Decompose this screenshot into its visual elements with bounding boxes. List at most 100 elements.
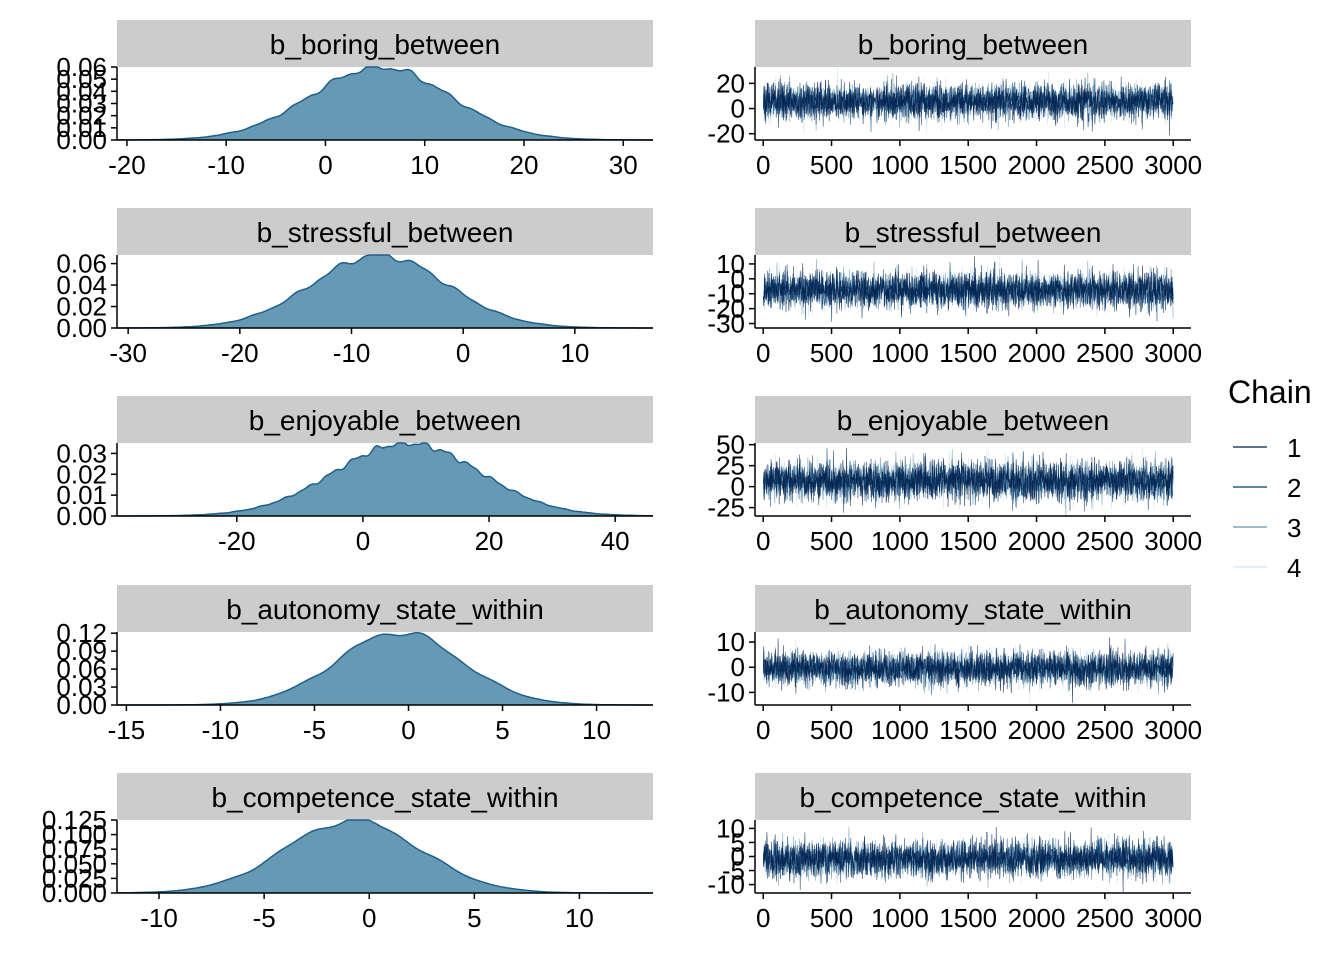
y-tick-label: 0.04 — [56, 76, 107, 106]
x-tick-label: -20 — [218, 526, 256, 556]
x-tick-label: 2500 — [1076, 715, 1134, 745]
y-tick-label: 0.02 — [56, 101, 107, 131]
trace-chain-1 — [763, 637, 1174, 703]
y-tick-label: 0.00 — [56, 501, 107, 531]
trace-panel-b-boring-between: b_boring_between 0 500 1000 1500 2000 2500 3000… — [707, 20, 1202, 180]
x-tick-label: -15 — [108, 715, 146, 745]
x-tick-label: 2000 — [1008, 338, 1066, 368]
y-tick-label: 10 — [716, 249, 745, 279]
y-tick-label: -10 — [707, 279, 745, 309]
density-line — [117, 442, 654, 517]
x-tick-label: 5 — [495, 715, 509, 745]
x-tick-label: 500 — [810, 150, 853, 180]
strip-title: b_boring_between — [270, 29, 500, 60]
y-tick-label: 0.100 — [42, 820, 107, 850]
x-tick-label: 1500 — [939, 150, 997, 180]
density-panel-b-competence-state-within: b_competence_state_within-10 -5 0 5 100.0000… — [42, 773, 653, 933]
y-tick-label: 0.12 — [56, 618, 107, 648]
legend-label-chain-1: 1 — [1287, 433, 1301, 463]
x-tick-label: 40 — [601, 526, 630, 556]
x-tick-label: 3000 — [1144, 338, 1202, 368]
strip-background — [755, 585, 1191, 632]
x-tick-label: 0 — [756, 526, 770, 556]
density-line — [117, 254, 653, 329]
y-tick-label: -10 — [707, 870, 745, 900]
x-tick-label: -10 — [207, 150, 245, 180]
x-tick-label: 1500 — [939, 338, 997, 368]
strip-title: b_competence_state_within — [799, 782, 1146, 813]
trace-chain-1 — [763, 256, 1174, 319]
strip-title: b_competence_state_within — [211, 782, 558, 813]
x-tick-label: 1000 — [871, 150, 929, 180]
y-tick-label: 50 — [716, 430, 745, 460]
x-tick-label: 0 — [756, 338, 770, 368]
y-tick-label: 0.025 — [42, 863, 107, 893]
y-tick-label: 0 — [731, 264, 745, 294]
strip-title: b_autonomy_state_within — [226, 594, 544, 625]
x-tick-label: 0 — [756, 903, 770, 933]
y-tick-label: 25 — [716, 451, 745, 481]
density-panel-b-boring-between: b_boring_between-20 -10 0 10 20 300.000.010.0… — [56, 20, 653, 180]
density-panel-b-autonomy-state-within: b_autonomy_state_within-15 -10 -5 0 5 100.000… — [56, 585, 653, 745]
x-tick-label: 1000 — [871, 903, 929, 933]
plot-area — [763, 254, 1174, 322]
y-tick-label: 0.02 — [56, 292, 107, 322]
x-tick-label: 0 — [756, 715, 770, 745]
x-tick-label: -10 — [333, 338, 371, 368]
x-tick-label: 10 — [560, 338, 589, 368]
y-tick-label: 0.06 — [56, 52, 107, 82]
y-tick-label: 0.03 — [56, 89, 107, 119]
y-tick-label: -30 — [707, 309, 745, 339]
strip-title: b_stressful_between — [257, 217, 514, 248]
strip-background — [755, 208, 1191, 255]
x-tick-label: 2000 — [1008, 150, 1066, 180]
x-tick-label: 1500 — [939, 715, 997, 745]
x-tick-label: 2500 — [1076, 150, 1134, 180]
strip-background — [755, 20, 1191, 67]
x-tick-label: -5 — [253, 903, 276, 933]
x-tick-label: -20 — [108, 150, 146, 180]
y-tick-label: 0.01 — [56, 113, 107, 143]
strip-title: b_stressful_between — [845, 217, 1102, 248]
plot-area — [763, 67, 1174, 136]
strip-background — [117, 396, 653, 443]
legend-label-chain-4: 4 — [1287, 553, 1301, 583]
strip-background — [117, 773, 653, 820]
x-tick-label: 0 — [356, 526, 370, 556]
y-tick-label: 0.06 — [56, 249, 107, 279]
x-tick-label: 0 — [362, 903, 376, 933]
y-tick-label: 0.02 — [56, 459, 107, 489]
strip-background — [117, 585, 653, 632]
x-tick-label: 3000 — [1144, 150, 1202, 180]
x-tick-label: -30 — [109, 338, 147, 368]
y-tick-label: 0.04 — [56, 270, 107, 300]
axes: -30 -20 -10 0 10 0.000.020.040.06 — [56, 249, 653, 368]
y-tick-label: -10 — [707, 677, 745, 707]
x-tick-label: 30 — [609, 150, 638, 180]
plot-area — [117, 442, 654, 517]
x-tick-label: 500 — [810, 715, 853, 745]
x-tick-label: -10 — [202, 715, 240, 745]
x-tick-label: 10 — [565, 903, 594, 933]
trace-chain-1 — [763, 826, 1174, 893]
y-tick-label: 10 — [716, 813, 745, 843]
x-tick-label: 500 — [810, 526, 853, 556]
y-tick-label: -20 — [707, 119, 745, 149]
plot-area — [763, 637, 1174, 704]
plot-area — [763, 826, 1174, 893]
legend-label-chain-3: 3 — [1287, 513, 1301, 543]
y-tick-label: 0.03 — [56, 438, 107, 468]
y-tick-label: 5 — [731, 827, 745, 857]
y-tick-label: 0 — [731, 94, 745, 124]
y-tick-label: 0.05 — [56, 64, 107, 94]
strip-title: b_autonomy_state_within — [814, 594, 1132, 625]
x-tick-label: 2500 — [1076, 903, 1134, 933]
density-panel-b-stressful-between: b_stressful_between-30 -20 -10 0 100.000.020… — [56, 208, 653, 368]
density-area — [117, 632, 653, 705]
strip-background — [117, 208, 653, 255]
y-tick-label: -25 — [707, 493, 745, 523]
